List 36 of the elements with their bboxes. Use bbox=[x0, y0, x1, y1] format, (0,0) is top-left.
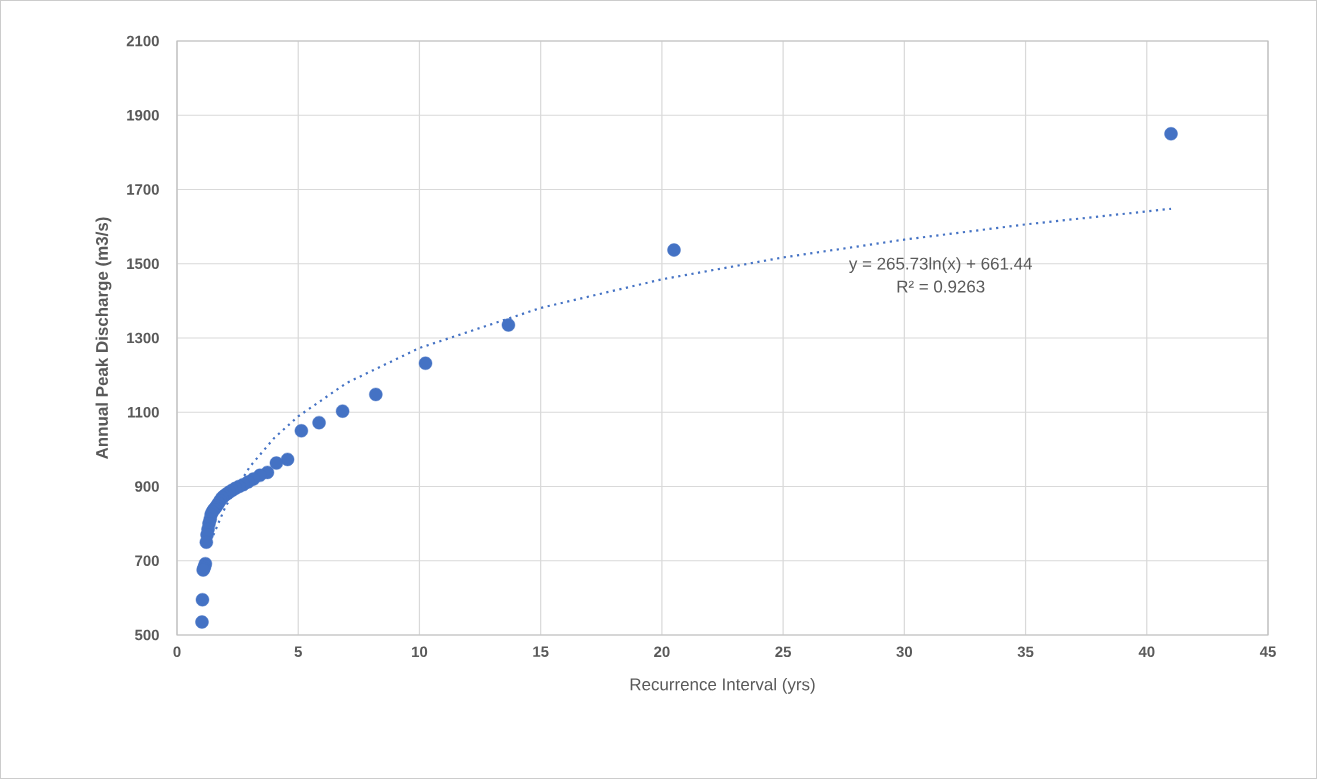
point bbox=[312, 415, 326, 430]
point bbox=[418, 356, 433, 370]
annotation: y = 265.73ln(x) + 661.44 bbox=[848, 257, 1032, 273]
y-tick-label: 900 bbox=[135, 481, 159, 492]
x-tick-label: 35 bbox=[1017, 646, 1034, 658]
y-tick-label: 1900 bbox=[127, 109, 159, 121]
x-tick-label: 15 bbox=[533, 646, 549, 657]
point bbox=[294, 424, 309, 438]
x-tick-label: 0 bbox=[173, 646, 181, 658]
y-tick-label: 1300 bbox=[127, 332, 159, 344]
x-axis-title: Recurrence Interval (yrs) bbox=[630, 677, 815, 694]
x-tick-label: 30 bbox=[896, 646, 913, 658]
x-tick-label: 5 bbox=[294, 646, 302, 657]
y-tick-label: 1100 bbox=[128, 406, 159, 418]
point bbox=[501, 318, 516, 332]
y-tick-label: 700 bbox=[135, 555, 159, 567]
x-tick-label: 45 bbox=[1259, 646, 1276, 657]
point bbox=[335, 404, 350, 418]
point bbox=[199, 535, 214, 549]
y-tick-label: 1700 bbox=[127, 184, 159, 195]
y-tick-label: 500 bbox=[135, 629, 159, 641]
point bbox=[195, 593, 210, 607]
y-axis-title: Annual Peak Discharge (m3/s) bbox=[95, 217, 112, 459]
point bbox=[1164, 127, 1178, 141]
y-tick-label: 1500 bbox=[127, 258, 159, 270]
y-tick-label: 2100 bbox=[126, 35, 159, 47]
point bbox=[269, 456, 284, 470]
x-tick-label: 10 bbox=[412, 646, 428, 658]
point bbox=[667, 243, 681, 257]
x-tick-label: 20 bbox=[654, 646, 670, 658]
point bbox=[195, 615, 209, 629]
point bbox=[369, 387, 383, 402]
point bbox=[280, 452, 295, 467]
annotation: R² = 0.9263 bbox=[897, 280, 985, 293]
x-tick-label: 40 bbox=[1138, 646, 1155, 658]
x-tick-label: 25 bbox=[775, 646, 791, 658]
